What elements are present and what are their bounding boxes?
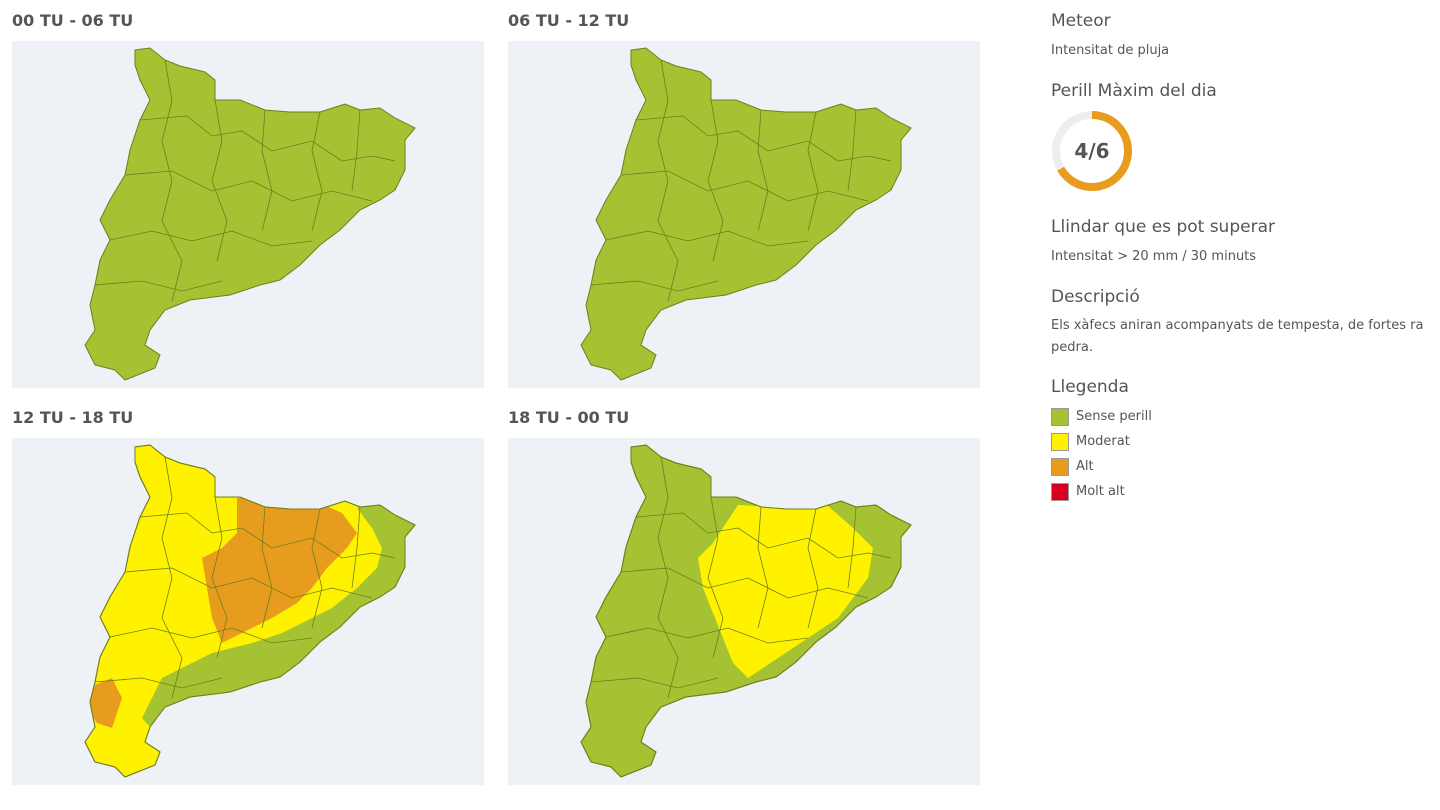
map-panel	[12, 41, 484, 388]
map-panel	[508, 438, 980, 785]
legend-swatch	[1051, 408, 1069, 426]
zone-high	[202, 496, 357, 643]
danger-gauge: 4/6	[1052, 111, 1132, 191]
zone-moderate	[698, 505, 873, 678]
legend-label: Moderat	[1076, 434, 1130, 449]
max-danger-heading: Perill Màxim del dia	[1051, 81, 1217, 101]
panel-title: 00 TU - 06 TU	[12, 11, 134, 30]
legend-swatch	[1051, 433, 1069, 451]
gauge-arc	[1052, 111, 1132, 191]
description-heading: Descripció	[1051, 287, 1140, 307]
legend-label: Molt alt	[1076, 484, 1125, 499]
legend-swatch	[1051, 458, 1069, 476]
map-panel	[12, 438, 484, 785]
meteor-value: Intensitat de pluja	[1051, 43, 1170, 58]
legend-label: Alt	[1076, 459, 1094, 474]
panel-title: 06 TU - 12 TU	[508, 11, 630, 30]
meteor-heading: Meteor	[1051, 11, 1111, 31]
panel-title: 18 TU - 00 TU	[508, 408, 630, 427]
legend-heading: Llegenda	[1051, 377, 1129, 397]
description-line: Els xàfecs aniran acompanyats de tempest…	[1051, 318, 1424, 333]
zone-high	[87, 678, 122, 728]
threshold-heading: Llindar que es pot superar	[1051, 217, 1275, 237]
legend-label: Sense perill	[1076, 409, 1152, 424]
zone-low	[142, 500, 415, 727]
threshold-value: Intensitat > 20 mm / 30 minuts	[1051, 249, 1257, 264]
legend-swatch	[1051, 483, 1069, 501]
gauge-label: 4/6	[1074, 139, 1109, 163]
panel-title: 12 TU - 18 TU	[12, 408, 134, 427]
map-panel	[508, 41, 980, 388]
description-line: pedra.	[1051, 340, 1093, 355]
